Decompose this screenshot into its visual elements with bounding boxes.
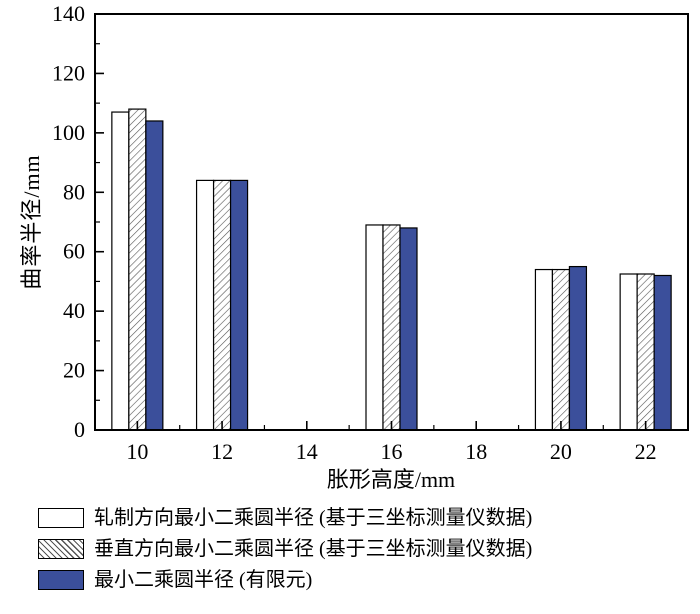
bar-solid-x22 — [653, 274, 672, 431]
bar-solid-x16 — [399, 227, 418, 431]
y-tick-label: 40 — [63, 298, 85, 323]
bar-solid-x12 — [229, 179, 249, 431]
plot-area: 0 20 40 60 80 100 120 140 10 12 14 16 18 20 22 — [52, 1, 689, 464]
bar-white-x12 — [195, 179, 215, 431]
bar-hatched-x10 — [128, 108, 147, 431]
x-axis-title: 胀形高度/mm — [326, 467, 456, 492]
bar-white-x16 — [365, 224, 384, 431]
legend-label-vertical: 垂直方向最小二乘圆半径 (基于三坐标测量仪数据) — [94, 538, 533, 560]
legend-item-fem: 最小二乘圆半径 (有限元) — [38, 567, 532, 593]
legend-swatch-solid — [38, 570, 84, 590]
bar-white-x10 — [111, 111, 130, 431]
y-tick-label: 80 — [63, 179, 85, 204]
x-tick-label: 10 — [126, 439, 148, 464]
x-tick-label: 16 — [381, 439, 403, 464]
x-tick-label: 18 — [465, 439, 487, 464]
x-tick-label: 12 — [211, 439, 233, 464]
bar-hatched-x22 — [636, 273, 655, 431]
legend-swatch-hatched — [38, 539, 84, 559]
legend-label-fem: 最小二乘圆半径 (有限元) — [94, 569, 313, 591]
legend-item-vertical: 垂直方向最小二乘圆半径 (基于三坐标测量仪数据) — [38, 536, 532, 562]
y-axis-title: 曲率半径/mm — [19, 154, 44, 290]
bar-hatched-x16 — [382, 224, 401, 431]
y-tick-label: 20 — [63, 358, 85, 383]
bar-solid-x20 — [568, 265, 588, 431]
bar-white-x22 — [619, 273, 638, 431]
legend: 轧制方向最小二乘圆半径 (基于三坐标测量仪数据) 垂直方向最小二乘圆半径 (基于… — [38, 505, 532, 593]
x-tick-label: 20 — [550, 439, 572, 464]
bar-solid-x10 — [145, 120, 164, 431]
x-tick-label: 14 — [296, 439, 318, 464]
bar-chart: 0 20 40 60 80 100 120 140 10 12 14 16 18 20 22 — [52, 1, 689, 464]
legend-label-rolling: 轧制方向最小二乘圆半径 (基于三坐标测量仪数据) — [94, 507, 533, 529]
y-tick-label: 60 — [63, 239, 85, 264]
y-tick-label: 100 — [52, 120, 85, 145]
bar-hatched-x20 — [551, 268, 571, 431]
x-tick-label: 22 — [635, 439, 657, 464]
y-tick-label: 140 — [52, 1, 85, 26]
plot-frame — [94, 13, 689, 431]
bar-white-x20 — [534, 268, 554, 431]
y-tick-label: 120 — [52, 60, 85, 85]
legend-swatch-white — [38, 508, 84, 528]
bar-hatched-x12 — [212, 179, 232, 431]
y-tick-label: 0 — [74, 417, 85, 442]
legend-item-rolling: 轧制方向最小二乘圆半径 (基于三坐标测量仪数据) — [38, 505, 532, 531]
